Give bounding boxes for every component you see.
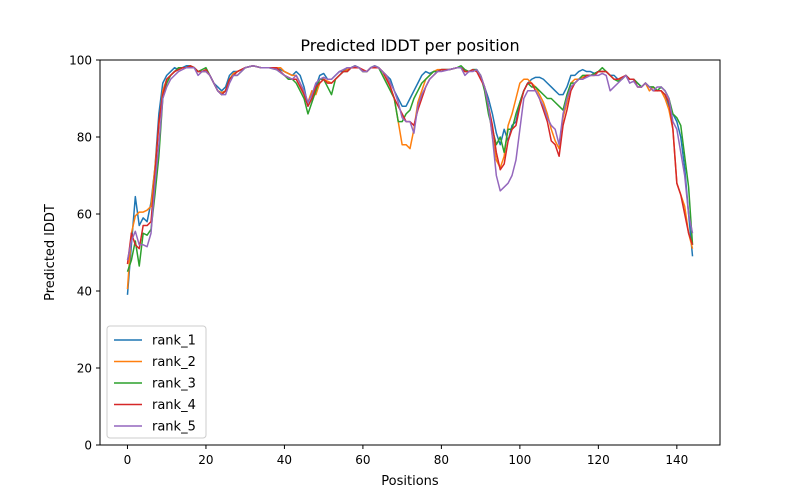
x-tick-label: 100	[508, 453, 531, 467]
x-tick-label: 40	[277, 453, 292, 467]
legend-box	[106, 325, 207, 439]
y-tick-label: 100	[69, 54, 92, 68]
series-line-rank-5	[126, 65, 694, 261]
legend-label: rank_1	[152, 334, 196, 349]
chart-title: Predicted lDDT per position	[300, 36, 519, 55]
y-tick-label: 40	[77, 285, 92, 299]
y-tick-label: 60	[77, 208, 92, 222]
y-tick-label: 20	[77, 362, 92, 376]
axes-group: 0 20 40 60 80 100 120 140 0 20 40 60 80 100	[69, 54, 688, 468]
legend-label: rank_2	[152, 355, 196, 370]
y-tick-label: 0	[84, 439, 92, 453]
x-tick-label: 80	[434, 453, 449, 467]
plot-frame	[99, 59, 721, 446]
legend-label: rank_5	[152, 420, 196, 435]
x-tick-label: 60	[355, 453, 370, 467]
x-tick-label: 0	[124, 453, 132, 467]
x-tick-label: 20	[198, 453, 213, 467]
y-tick-label: 80	[77, 131, 92, 145]
series-group	[126, 65, 694, 295]
x-tick-label: 140	[665, 453, 688, 467]
x-tick-label: 120	[587, 453, 610, 467]
x-axis-label: Positions	[381, 474, 439, 489]
y-axis-label: Predicted lDDT	[43, 204, 58, 301]
legend-label: rank_3	[152, 377, 196, 392]
legend: rank_1 rank_2 rank_3 rank_4 rank_5	[106, 325, 207, 439]
legend-label: rank_4	[152, 398, 196, 413]
